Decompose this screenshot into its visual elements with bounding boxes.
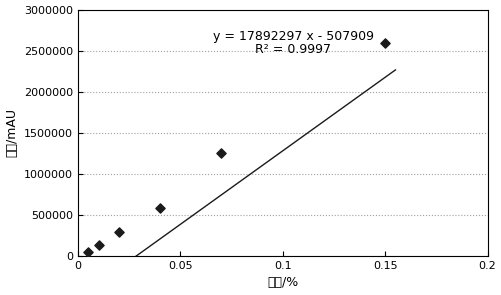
X-axis label: 浓度/%: 浓度/% xyxy=(267,276,298,289)
Point xyxy=(380,41,388,46)
Point xyxy=(84,250,92,254)
Point xyxy=(217,150,225,155)
Point xyxy=(156,206,164,211)
Text: R² = 0.9997: R² = 0.9997 xyxy=(255,43,331,56)
Point xyxy=(94,243,102,248)
Point xyxy=(115,230,123,235)
Y-axis label: 信号/mAU: 信号/mAU xyxy=(6,108,19,157)
Text: y = 17892297 x - 507909: y = 17892297 x - 507909 xyxy=(212,30,373,43)
